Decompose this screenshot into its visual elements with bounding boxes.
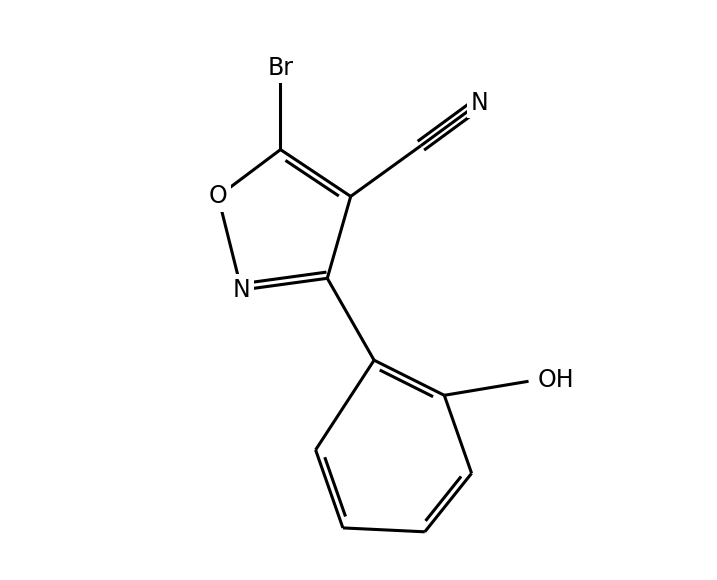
Text: N: N bbox=[232, 278, 250, 302]
Text: O: O bbox=[209, 184, 227, 208]
Text: OH: OH bbox=[538, 368, 574, 392]
Text: Br: Br bbox=[267, 56, 293, 79]
Text: N: N bbox=[470, 91, 488, 115]
